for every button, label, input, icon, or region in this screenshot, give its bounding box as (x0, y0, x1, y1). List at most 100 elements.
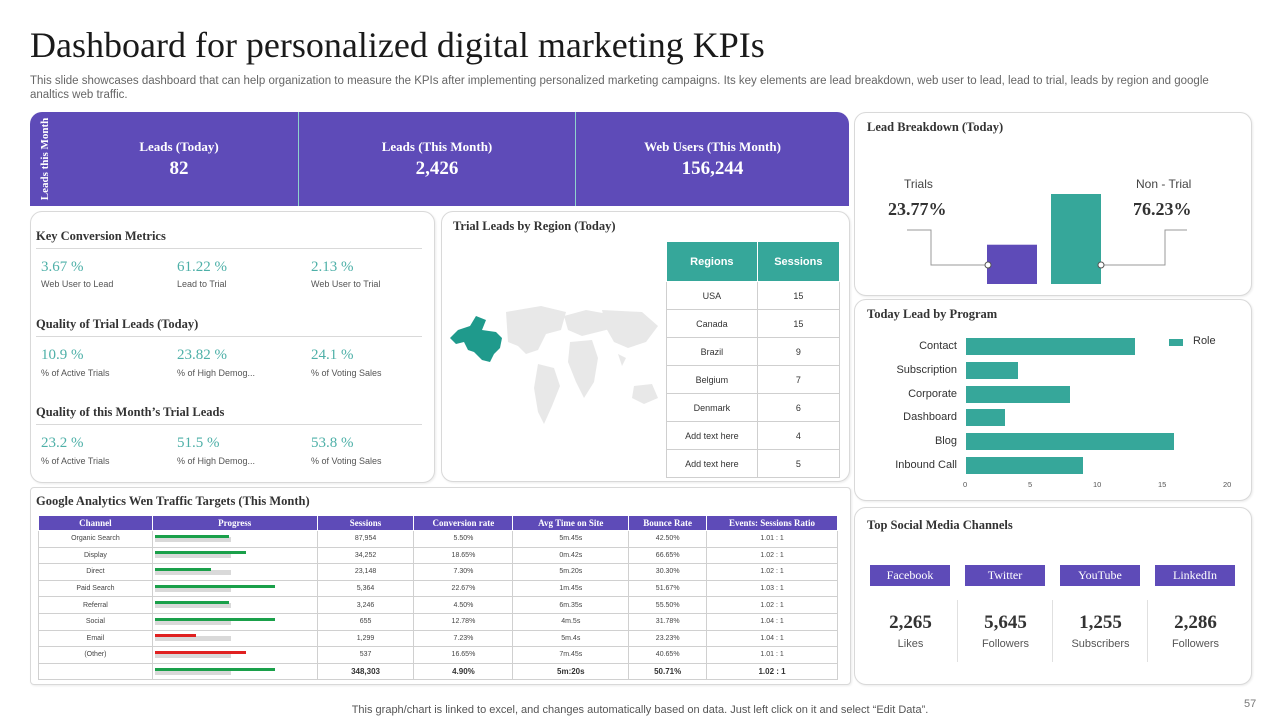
table-cell: Direct (38, 563, 153, 581)
panel-title: Trial Leads by Region (Today) (453, 219, 616, 233)
metric-value: 61.22 % (177, 259, 227, 275)
social-value: 1,255 (1079, 612, 1122, 633)
table-cell: 7.23% (413, 629, 514, 648)
social-label: Likes (897, 638, 924, 650)
analytics-table: Channel Progress Sessions Conversion rat… (38, 515, 838, 681)
table-row: Direct 23,148 7.30% 5m.20s 30.30% 1.02 : 1 (38, 563, 838, 581)
metric-label: % of Active Trials (41, 456, 110, 466)
progress-track (154, 553, 231, 559)
table-row: Email 1,299 7.23% 5m.4s 23.23% 1.04 : 1 (38, 629, 838, 648)
table-cell: 4.90% (413, 662, 514, 681)
trials-label: Trials (904, 177, 933, 191)
category-label: Corporate (908, 387, 957, 400)
youtube-button[interactable]: YouTube (1060, 565, 1140, 586)
social-value: 2,286 (1174, 612, 1217, 633)
page-subtitle: This slide showcases dashboard that can … (30, 75, 1209, 101)
category-label: Contact (919, 340, 957, 352)
north-america-highlight (450, 316, 502, 362)
metric-value: 23.82 % (177, 347, 227, 363)
table-cell: 31.78% (628, 612, 708, 631)
nontrial-value: 76.23% (1133, 199, 1192, 219)
table-cell: 42.50% (628, 530, 708, 548)
program-bar (966, 457, 1083, 474)
social-value: 5,645 (984, 612, 1027, 633)
progress-bar (153, 599, 317, 611)
nontrial-bar (1051, 194, 1101, 284)
metric-value: 10.9 % (41, 347, 84, 363)
metric-value: 2.13 % (311, 259, 354, 275)
progress-track (154, 652, 231, 658)
table-cell: 537 (316, 646, 415, 664)
table-row: Brazil 9 (666, 337, 841, 366)
table-row: Canada 15 (666, 309, 841, 338)
banner-label: Leads (This Month) (381, 139, 493, 154)
table-header: Channel (38, 515, 153, 531)
banner-value: 82 (169, 158, 189, 179)
x-tick-label: 20 (1223, 480, 1232, 489)
trials-bar (987, 244, 1037, 284)
linkedin-button[interactable]: LinkedIn (1155, 565, 1235, 586)
progress-bar (153, 666, 317, 678)
table-cell: 18.65% (413, 546, 514, 565)
banner-vertical-label: Leads this Month (39, 117, 51, 201)
lead-breakdown-chart (907, 194, 1187, 284)
twitter-button[interactable]: Twitter (965, 565, 1045, 586)
banner-label: Leads (Today) (139, 139, 219, 154)
progress-track (154, 669, 231, 675)
program-bar (966, 338, 1135, 355)
table-cell: 40.65% (628, 646, 708, 664)
page-number: 57 (1244, 698, 1257, 710)
footer-note: This graph/chart is linked to excel, and… (351, 704, 929, 716)
table-cell: 1.04 : 1 (706, 629, 838, 648)
table-header: Regions (666, 241, 758, 282)
table-row: (Other) 537 16.65% 7m.45s 40.65% 1.01 : 1 (38, 646, 838, 664)
table-cell: 55.50% (628, 596, 708, 614)
table-cell: 4m.5s (512, 612, 630, 631)
banner-divider (298, 112, 299, 206)
progress-fill (154, 567, 211, 571)
divider (1147, 600, 1148, 662)
social-label: Followers (1171, 638, 1220, 650)
table-cell: 23,148 (316, 563, 415, 581)
divider (1052, 600, 1053, 662)
metric-label: Web User to Trial (311, 279, 381, 289)
metric-value: 24.1 % (311, 347, 354, 363)
progress-fill (154, 601, 230, 605)
table-row: Denmark 6 (666, 393, 841, 422)
table-cell: 50.71% (628, 662, 708, 681)
table-cell: 7.30% (413, 563, 514, 581)
category-label: Dashboard (903, 411, 957, 424)
table-header: Avg Time on Site (512, 515, 630, 531)
table-row: Add text here 4 (666, 421, 841, 450)
program-bar (966, 361, 1018, 379)
region-table: Regions Sessions USA 15 Canada 15 Brazil 9 … (666, 241, 841, 478)
trials-value: 23.77% (888, 199, 947, 219)
progress-bar (153, 649, 317, 661)
table-cell: 1.01 : 1 (706, 530, 838, 548)
progress-bar (153, 566, 317, 578)
table-cell: 1.02 : 1 (706, 563, 838, 581)
program-bar (966, 409, 1005, 427)
progress-track (154, 536, 231, 542)
category-label: Inbound Call (895, 459, 957, 471)
banner-web-users: Web Users (This Month) 156,244 (576, 112, 849, 206)
banner-leads-month: Leads (This Month) 2,426 (299, 112, 575, 206)
metric-label: % of Voting Sales (311, 456, 382, 466)
table-cell: 5.50% (413, 530, 514, 548)
table-header: Progress (151, 515, 318, 531)
progress-cell (151, 662, 318, 681)
progress-fill (154, 667, 276, 671)
table-row: Belgium 7 (666, 365, 841, 394)
panel-title: Top Social Media Channels (867, 518, 1013, 532)
table-cell: 348,303 (316, 662, 415, 681)
facebook-button[interactable]: Facebook (870, 565, 950, 586)
metric-value: 3.67 % (41, 259, 84, 275)
banner-value: 2,426 (415, 158, 459, 179)
social-label: Subscribers (1071, 638, 1130, 650)
divider (36, 336, 422, 337)
metric-value: 51.5 % (177, 435, 220, 451)
table-row: USA 15 (666, 281, 841, 310)
metric-label: % of Voting Sales (311, 368, 382, 378)
progress-fill (154, 584, 276, 588)
progress-bar (153, 583, 317, 595)
